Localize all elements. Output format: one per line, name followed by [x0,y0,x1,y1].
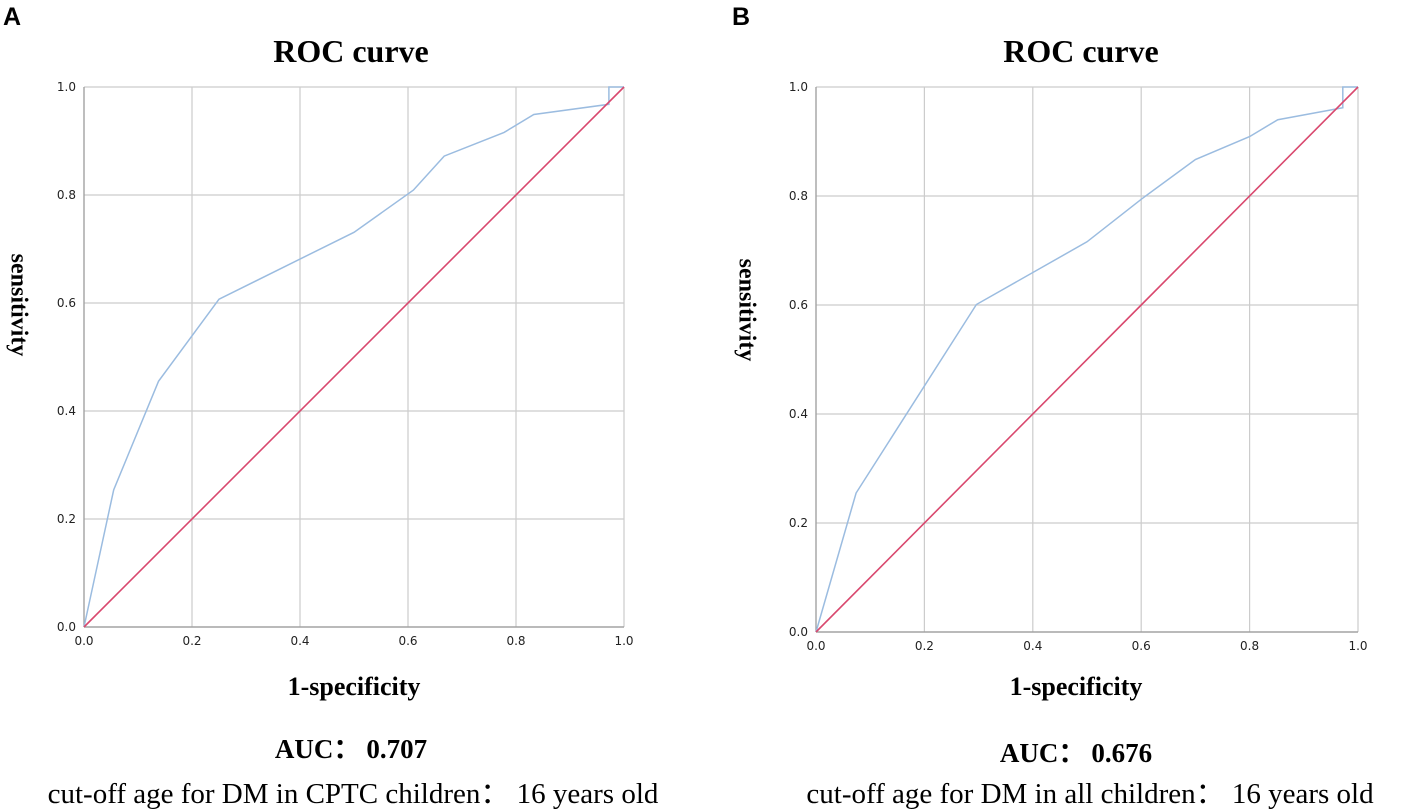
cutoff-caption: cut-off age for DM in all children： 16 y… [806,778,1374,810]
panel-b: B ROC curve sensitivity 0.0 0.2 0.4 0.6 0.8 1… [706,0,1412,810]
cutoff-caption: cut-off age for DM in CPTC children： 16 … [47,778,659,810]
y-tick-label: 1.0 [57,80,76,94]
reference-line [815,86,1359,633]
auc-value: 0.707 [366,734,428,764]
panel-letter: B [732,3,751,31]
x-tick-label: 0.0 [806,639,825,653]
y-tick-label: 0.6 [57,296,76,310]
y-tick-label: 0.0 [57,620,76,634]
roc-plot-b: 0.0 0.2 0.4 0.6 0.8 1.0 0.0 0.2 0.4 0.6 0.8 1.0 [789,80,1368,653]
reference-line [83,86,625,628]
auc-label: AUC： [274,734,361,764]
auc-value: 0.676 [1091,738,1153,768]
x-axis-label: 1-specificity [1009,672,1143,701]
y-tick-label: 0.0 [789,625,808,639]
roc-plot-a: 0.0 0.2 0.4 0.6 0.8 1.0 0.0 0.2 0.4 0.6 0.8 1.0 [57,80,634,648]
x-tick-label: 1.0 [614,634,633,648]
x-axis-label: 1-specificity [287,672,421,701]
auc-text: AUC： 0.676 [1000,731,1152,770]
y-tick-label: 0.8 [57,188,76,202]
y-tick-label: 0.2 [57,512,76,526]
x-tick-label: 0.8 [1240,639,1259,653]
x-tick-label: 0.2 [182,634,201,648]
x-tick-label: 0.6 [1132,639,1151,653]
y-tick-label: 0.4 [789,407,808,421]
x-tick-label: 0.4 [290,634,309,648]
chart-title: ROC curve [273,33,429,69]
x-tick-label: 0.8 [506,634,525,648]
y-tick-label: 0.6 [789,298,808,312]
panel-letter: A [3,3,22,31]
y-tick-label: 0.4 [57,404,76,418]
auc-text: AUC： 0.707 [275,727,427,766]
chart-title: ROC curve [1003,33,1159,69]
x-tick-label: 1.0 [1348,639,1367,653]
panel-a: A ROC curve sensitivity 0.0 0.2 0.4 0.6 0.8 1… [0,0,706,810]
x-tick-label: 0.2 [915,639,934,653]
x-tick-label: 0.6 [398,634,417,648]
x-tick-label: 0.0 [74,634,93,648]
auc-label: AUC： [999,738,1086,768]
y-tick-label: 0.2 [789,516,808,530]
y-tick-label: 0.8 [789,189,808,203]
roc-curve-line [815,86,1358,633]
x-tick-label: 0.4 [1023,639,1042,653]
y-tick-label: 1.0 [789,80,808,94]
